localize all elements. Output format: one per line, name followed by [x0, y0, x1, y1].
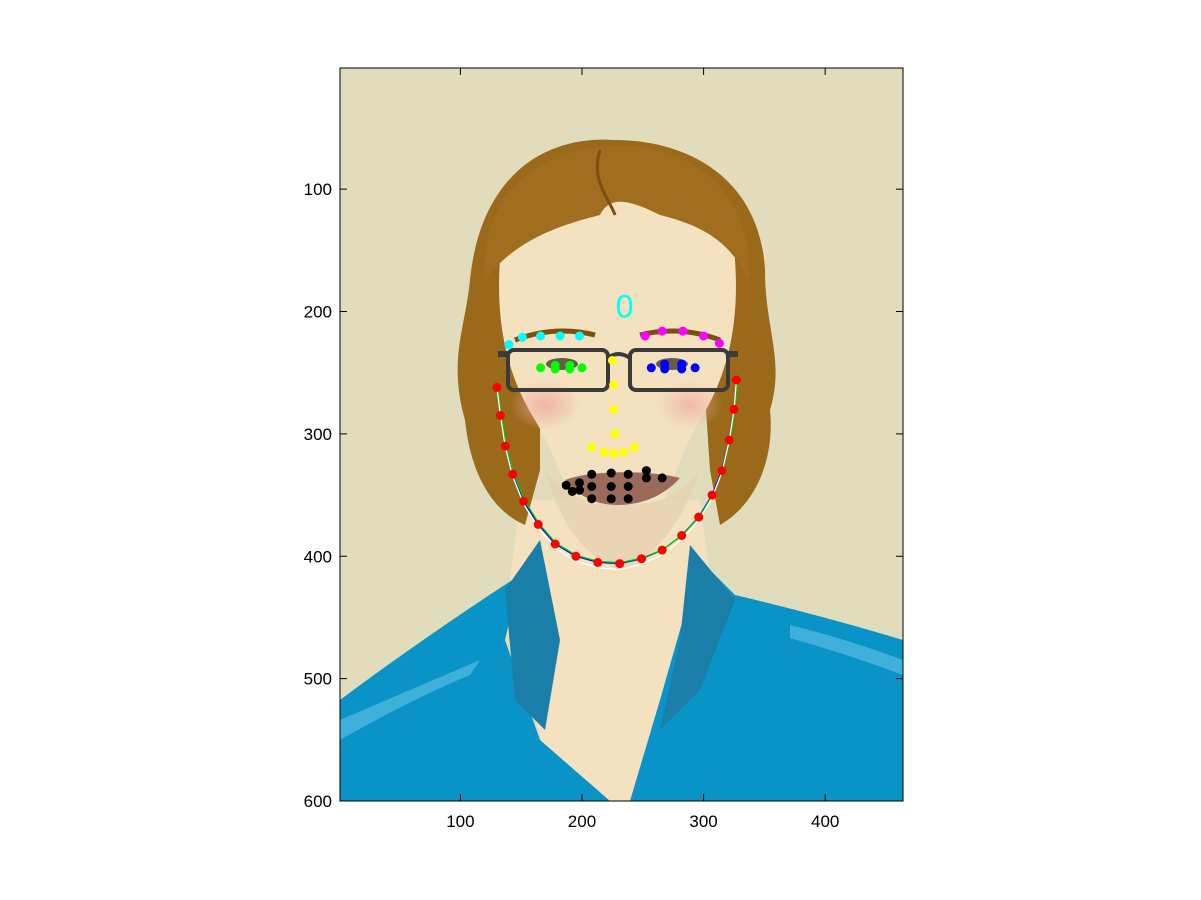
jaw-point: [677, 531, 687, 540]
left-eyebrow-point: [504, 340, 514, 350]
right-eyebrow-point: [714, 338, 724, 348]
left-eye-point: [565, 364, 575, 374]
jaw-point: [533, 519, 543, 529]
x-tick-label: 400: [811, 812, 839, 831]
jaw-point: [729, 404, 739, 414]
jaw-point: [496, 411, 505, 420]
left-eye-point: [577, 363, 587, 373]
nose-point: [629, 442, 639, 452]
cheek-left: [510, 380, 580, 430]
y-tick-label: 300: [304, 425, 332, 444]
glasses: [498, 348, 738, 392]
nose-point: [599, 447, 609, 457]
left-eyebrow-point: [555, 331, 565, 341]
mouth-point: [606, 494, 616, 504]
nose-point: [587, 442, 597, 452]
cheek-right: [657, 381, 723, 429]
nose-point: [607, 356, 617, 365]
mouth-point: [606, 482, 616, 491]
mouth-point: [657, 473, 667, 483]
nose-point: [610, 429, 620, 439]
stubble: [545, 470, 700, 568]
jaw-point: [519, 496, 529, 506]
nose-point: [618, 447, 628, 457]
left-eyebrow-point: [536, 331, 546, 341]
portrait-image: [340, 68, 903, 801]
shirt-highlight: [340, 660, 480, 740]
nose-point: [609, 404, 619, 414]
axis-ticks: [340, 68, 903, 802]
jaw-point: [657, 545, 667, 555]
jaw-point: [724, 435, 734, 445]
mouth-point: [623, 482, 633, 491]
y-tick-label: 100: [304, 180, 332, 199]
landmark-points: [492, 326, 741, 569]
right-eye-point: [677, 364, 687, 374]
right-eyebrow-point: [657, 326, 667, 336]
mouth-point: [587, 469, 597, 479]
y-tick-label: 600: [304, 792, 332, 811]
mouth-point: [587, 482, 597, 491]
jaw-point: [550, 539, 560, 549]
jaw-point: [500, 441, 510, 451]
y-tick-label: 200: [304, 303, 332, 322]
x-tick-label: 200: [568, 812, 596, 831]
shirt-highlight-right: [790, 625, 903, 675]
face: [499, 160, 736, 572]
hair-part: [595, 149, 617, 216]
jaw-point: [717, 466, 727, 476]
left-eyebrow-point: [575, 331, 584, 341]
nose-point: [609, 449, 619, 458]
x-tick-label: 300: [689, 812, 717, 831]
right-eyebrow-point: [640, 331, 650, 341]
mouth-point: [587, 494, 597, 504]
shirt-collar-right: [660, 545, 735, 730]
left-eye-point: [550, 364, 560, 374]
right-eye-point: [646, 363, 656, 373]
jaw-point: [694, 512, 704, 522]
y-tick-label: 500: [304, 670, 332, 689]
mouth-point: [567, 486, 577, 496]
axis-tick-labels: 100 200 300 400 100 200 300 400 500 600: [304, 180, 840, 831]
mouth-point: [641, 466, 651, 476]
jaw-point: [571, 551, 581, 561]
right-eye-point: [690, 363, 700, 373]
axes-frame: [339, 67, 904, 802]
jaw-point: [707, 490, 717, 500]
jaw-point: [637, 554, 647, 564]
jaw-point: [615, 559, 625, 569]
mouth-point: [575, 478, 584, 488]
x-tick-label: 100: [446, 812, 474, 831]
jaw-point: [492, 382, 502, 392]
hair-top: [484, 145, 749, 280]
y-tick-label: 400: [304, 547, 332, 566]
nose-point: [609, 380, 619, 390]
shirt-collar-left: [505, 540, 560, 730]
mouth-point: [623, 469, 633, 479]
mouth-point: [623, 494, 633, 504]
mouth-point: [561, 480, 571, 490]
right-eye-point: [660, 364, 670, 374]
left-eyebrow-point: [517, 332, 527, 342]
shirt: [340, 575, 610, 801]
face-index-label: 0: [616, 288, 634, 324]
mouth-point: [575, 485, 584, 495]
right-eyebrow-point: [678, 326, 688, 336]
left-eye-point: [536, 363, 546, 373]
mouth-point: [641, 473, 651, 483]
mouth-point: [606, 468, 616, 478]
jaw-point: [593, 557, 603, 567]
right-eyebrow-point: [699, 331, 709, 341]
jaw-point: [731, 375, 741, 385]
jaw-point: [508, 469, 518, 479]
